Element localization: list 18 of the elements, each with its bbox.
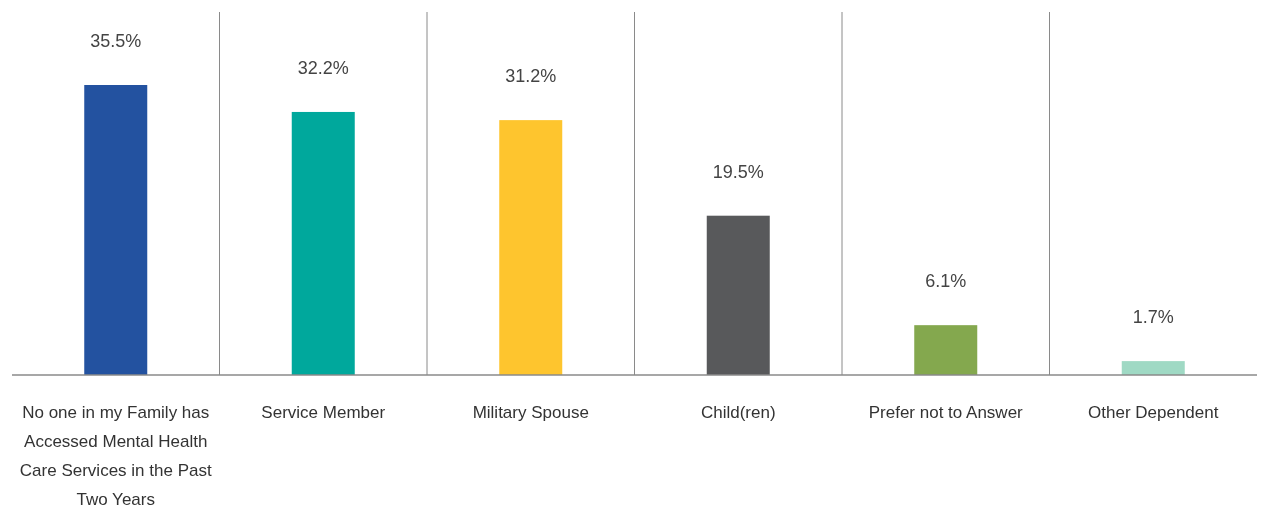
bar: [291, 111, 355, 375]
x-tick-label: Service Member: [261, 403, 386, 422]
x-tick-label: Other Dependent: [1088, 403, 1219, 422]
x-tick-label: Prefer not to Answer: [868, 403, 1024, 422]
x-tick-label: No one in my Family has Accessed Mental Health Care Services in the Past Two Years: [19, 403, 212, 507]
data-label: 1.7%: [1132, 307, 1174, 328]
data-label: 6.1%: [925, 271, 967, 292]
bar: [706, 215, 770, 375]
data-label: 31.2%: [505, 66, 557, 87]
data-label: 19.5%: [712, 161, 764, 182]
data-label: 35.5%: [90, 31, 142, 51]
data-label: 32.2%: [297, 57, 349, 78]
bar: [84, 85, 148, 375]
x-tick-label: Military Spouse: [472, 403, 589, 422]
bar: [914, 325, 978, 375]
bar: [499, 120, 563, 375]
x-tick-label: Child(ren): [700, 403, 776, 422]
bar: [1121, 361, 1185, 375]
